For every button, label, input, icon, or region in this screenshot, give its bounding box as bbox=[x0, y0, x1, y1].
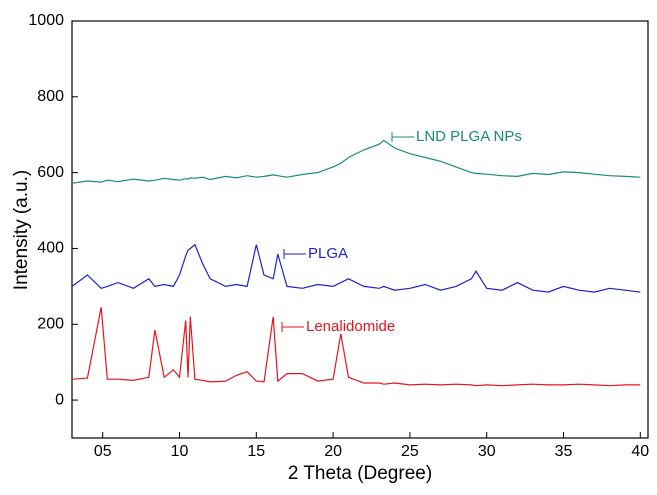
x-tick-label: 25 bbox=[401, 443, 419, 460]
y-tick-label: 800 bbox=[37, 88, 64, 105]
y-tick-label: 0 bbox=[55, 391, 64, 408]
data-line bbox=[71, 139, 641, 184]
x-tick-label: 30 bbox=[478, 443, 496, 460]
data-line bbox=[71, 243, 641, 293]
plot-frame bbox=[71, 20, 649, 439]
y-tick-label: 600 bbox=[37, 164, 64, 181]
data-line bbox=[71, 307, 641, 387]
x-tick-label: 35 bbox=[555, 443, 573, 460]
x-tick-label: 10 bbox=[171, 443, 189, 460]
x-tick-label: 05 bbox=[94, 443, 112, 460]
series-label: PLGA bbox=[308, 245, 348, 262]
y-tick-label: 400 bbox=[37, 240, 64, 257]
y-axis-label: Intensity (a.u.) bbox=[11, 170, 32, 290]
x-tick-label: 15 bbox=[247, 443, 265, 460]
series-label: LND PLGA NPs bbox=[416, 128, 522, 145]
y-tick-label: 1000 bbox=[28, 12, 64, 29]
y-tick-label: 200 bbox=[37, 315, 64, 332]
x-axis-label: 2 Theta (Degree) bbox=[288, 463, 432, 484]
x-tick-label: 40 bbox=[631, 443, 649, 460]
x-tick-label: 20 bbox=[324, 443, 342, 460]
series-label: Lenalidomide bbox=[306, 318, 395, 335]
